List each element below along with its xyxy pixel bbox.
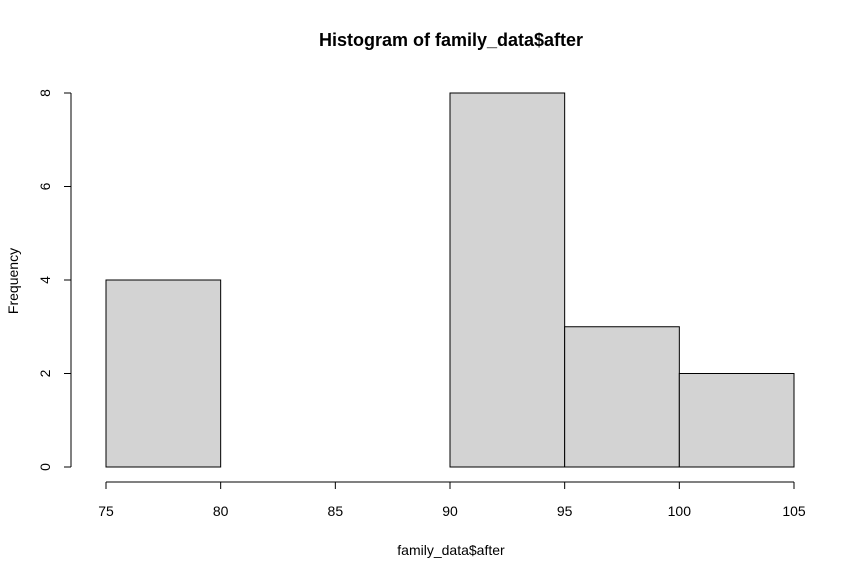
x-tick-label-95: 95 (557, 503, 573, 519)
y-tick-label-2: 2 (37, 369, 53, 377)
y-tick-label-8: 8 (37, 89, 53, 97)
y-tick-label-6: 6 (37, 182, 53, 190)
histogram-bar-95-100 (564, 326, 680, 468)
chart-title: Histogram of family_data$after (319, 30, 583, 50)
x-tick-label-75: 75 (98, 503, 114, 519)
histogram-bar-100-105 (678, 373, 795, 468)
x-tick-label-100: 100 (668, 503, 692, 519)
y-tick-label-4: 4 (37, 276, 53, 284)
x-axis-label: family_data$after (397, 542, 505, 558)
x-tick-label-90: 90 (442, 503, 458, 519)
x-tick-label-105: 105 (782, 503, 806, 519)
x-tick-label-85: 85 (328, 503, 344, 519)
y-axis-label: Frequency (5, 248, 21, 314)
y-tick-label-0: 0 (37, 463, 53, 471)
bars-group (105, 92, 795, 468)
x-tick-label-80: 80 (213, 503, 229, 519)
y-axis: 0 2 4 6 8 (37, 89, 72, 471)
x-axis: 75 80 85 90 95 100 105 (98, 481, 806, 519)
histogram-bar-90-95 (449, 92, 566, 468)
histogram-bar-75-80 (105, 279, 222, 468)
